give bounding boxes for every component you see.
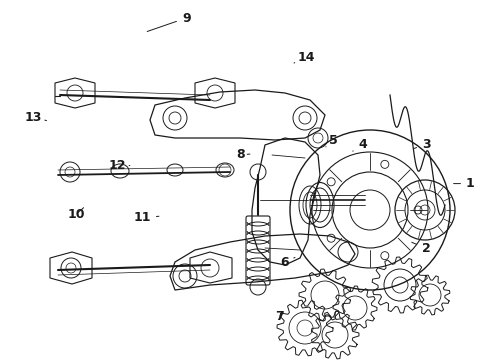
Text: 5: 5	[326, 134, 338, 147]
Text: 3: 3	[414, 138, 431, 150]
Text: 2: 2	[412, 242, 431, 255]
Text: 8: 8	[236, 148, 250, 161]
Text: 1: 1	[454, 177, 475, 190]
Text: 4: 4	[353, 138, 367, 151]
Text: 13: 13	[24, 111, 47, 123]
Text: 10: 10	[67, 208, 85, 221]
Text: 6: 6	[280, 256, 295, 269]
Text: 14: 14	[294, 51, 315, 64]
Text: 7: 7	[275, 310, 284, 323]
Text: 11: 11	[133, 211, 159, 224]
Text: 12: 12	[109, 159, 130, 172]
Text: 9: 9	[147, 12, 191, 31]
